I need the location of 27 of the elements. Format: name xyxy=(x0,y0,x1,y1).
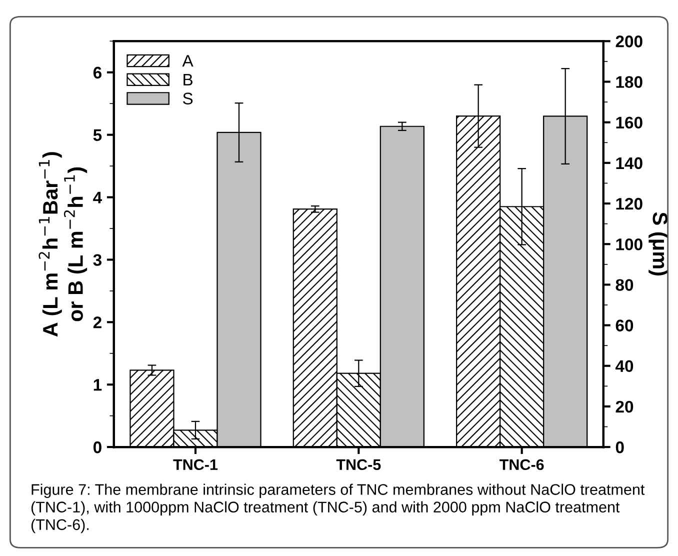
y-tick-label: 4 xyxy=(93,192,102,204)
x-tick-label: TNC-6 xyxy=(500,459,544,470)
y2-tick-label: 200 xyxy=(616,36,642,48)
x-tick-label: TNC-5 xyxy=(336,459,381,470)
y-tick-label: 5 xyxy=(93,129,102,142)
y2-tick-label: 100 xyxy=(616,238,642,250)
x-tick-label: TNC-1 xyxy=(173,459,218,470)
y2-axis-title: S (μm) xyxy=(648,212,668,276)
legend-label: A xyxy=(182,55,194,67)
y2-tick-label: 40 xyxy=(615,360,634,372)
text: A (L m$^{−2}$h$^{−1}$Bar$^{−1}$) or B (L m$^{−2}$h$^{−1}$) xyxy=(38,152,88,337)
y-tick-label: 2 xyxy=(93,316,102,328)
y-tick-label: 0 xyxy=(93,441,102,454)
y2-tick-label: 180 xyxy=(616,76,642,88)
y2-tick-label: 20 xyxy=(616,400,634,413)
y-tick-label: 3 xyxy=(93,254,102,266)
y-tick-label: 6 xyxy=(93,66,102,79)
y-tick-label: 1 xyxy=(94,379,102,391)
legend-label: B xyxy=(184,74,192,86)
y2-tick-label: 120 xyxy=(616,198,642,210)
y2-tick-label: 80 xyxy=(616,279,634,291)
caption: Figure 7: The membrane intrinsic parameters of TNC membranes without NaClO treatment (TNC-1), with 1000ppm NaClO treatment (TNC-5) and with 2000 ppm NaClO treatment (TNC-6). xyxy=(31,484,645,534)
y2-tick-label: 60 xyxy=(616,320,634,332)
y2-tick-label: 160 xyxy=(616,116,642,129)
legend-label: S xyxy=(182,92,193,104)
y2-tick-label: 140 xyxy=(616,157,642,170)
y2-tick-label: 0 xyxy=(616,441,624,454)
